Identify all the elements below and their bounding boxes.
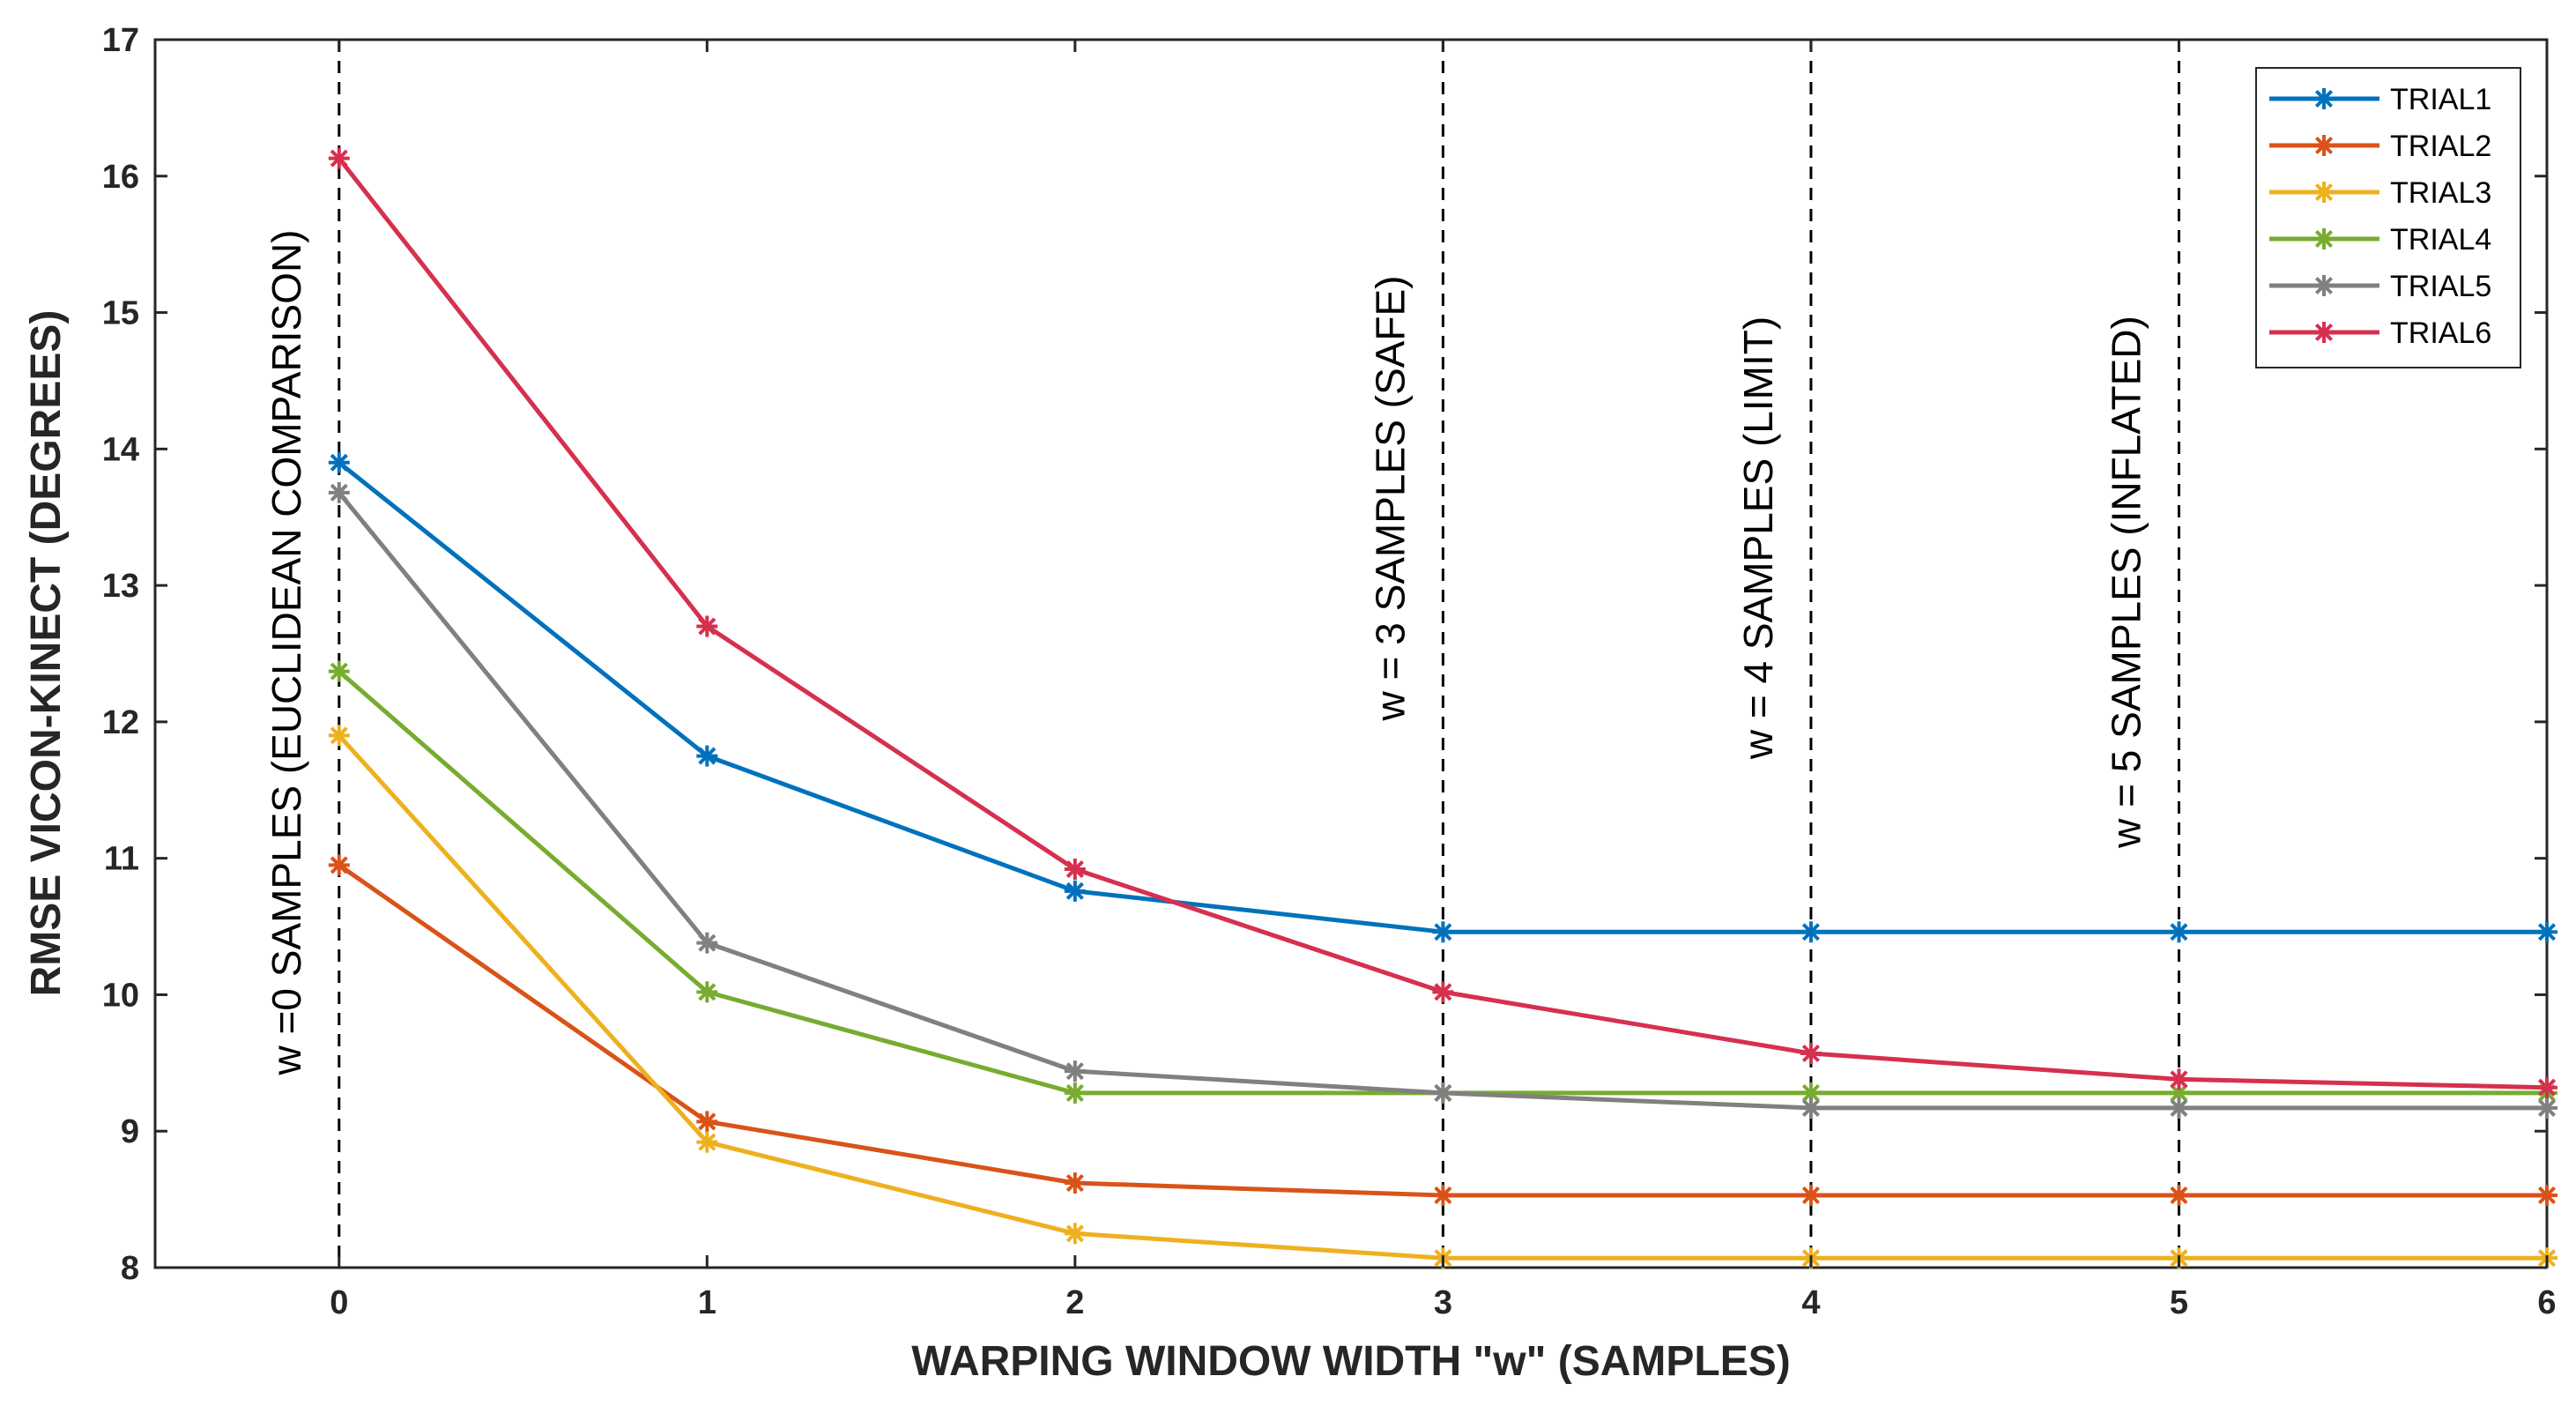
point-trial1-0 xyxy=(328,451,350,473)
legend-label-trial5: TRIAL5 xyxy=(2390,270,2491,303)
legend: TRIAL1 TRIAL2 TRIAL3 TRIAL4 TRIAL5 TRIAL6 xyxy=(2255,67,2521,368)
x-tick-label: 2 xyxy=(1065,1284,1084,1321)
point-trial4-0 xyxy=(328,660,350,682)
point-trial5-2 xyxy=(1064,1060,1086,1082)
point-trial2-0 xyxy=(328,854,350,876)
legend-label-trial2: TRIAL2 xyxy=(2390,130,2491,163)
y-tick-label: 12 xyxy=(102,704,139,741)
point-trial6-5 xyxy=(2168,1068,2190,1090)
point-trial2-5 xyxy=(2168,1184,2190,1206)
legend-label-trial6: TRIAL6 xyxy=(2390,316,2491,350)
y-tick-label: 16 xyxy=(102,159,139,196)
point-trial2-4 xyxy=(1800,1184,1822,1206)
y-tick-label: 8 xyxy=(121,1250,139,1287)
y-tick-label: 10 xyxy=(102,977,139,1014)
point-trial6-2 xyxy=(1064,859,1086,881)
plot-area xyxy=(153,38,2549,1269)
legend-marker-trial6 xyxy=(2313,322,2335,343)
point-trial5-0 xyxy=(328,481,350,503)
point-trial6-6 xyxy=(2536,1076,2557,1098)
x-tick-label: 3 xyxy=(1434,1284,1452,1321)
annotation-layer: w =0 SAMPLES (EUCLIDEAN COMPARISON) w = 3… xyxy=(264,230,2149,1076)
point-trial1-2 xyxy=(1064,880,1086,902)
legend-marker-trial2 xyxy=(2313,135,2335,156)
y-tick-label: 11 xyxy=(104,841,139,878)
point-trial1-6 xyxy=(2536,921,2557,943)
annotation-w0: w =0 SAMPLES (EUCLIDEAN COMPARISON) xyxy=(264,230,309,1076)
point-trial4-1 xyxy=(696,981,718,1003)
point-trial6-1 xyxy=(696,615,718,637)
x-tick-label: 4 xyxy=(1801,1284,1820,1321)
annotation-w3: w = 3 SAMPLES (SAFE) xyxy=(1367,276,1413,722)
annotation-w4: w = 4 SAMPLES (LIMIT) xyxy=(1735,316,1781,760)
legend-marker-trial4 xyxy=(2313,228,2335,249)
y-tick-label: 9 xyxy=(121,1113,139,1150)
x-tick-label: 6 xyxy=(2537,1284,2556,1321)
point-trial1-5 xyxy=(2168,921,2190,943)
legend-marker-trial5 xyxy=(2313,275,2335,296)
point-trial5-4 xyxy=(1800,1097,1822,1119)
legend-marker-trial1 xyxy=(2313,88,2335,109)
legend-label-trial3: TRIAL3 xyxy=(2390,176,2491,210)
point-trial2-2 xyxy=(1064,1172,1086,1194)
legend-label-trial1: TRIAL1 xyxy=(2390,83,2491,116)
point-trial6-0 xyxy=(328,147,350,169)
point-trial5-1 xyxy=(696,932,718,954)
point-trial1-3 xyxy=(1432,921,1454,943)
point-trial3-1 xyxy=(696,1131,718,1153)
y-axis-title: RMSE VICON-KINECT (DEGREES) xyxy=(23,310,70,997)
legend-label-trial4: TRIAL4 xyxy=(2390,223,2491,257)
x-axis-title: WARPING WINDOW WIDTH "w" (SAMPLES) xyxy=(911,1338,1790,1385)
point-trial4-2 xyxy=(1064,1082,1086,1104)
point-trial2-1 xyxy=(696,1111,718,1133)
y-tick-label: 14 xyxy=(102,431,139,468)
y-tick-label: 17 xyxy=(102,22,139,59)
x-tick-label: 5 xyxy=(2170,1284,2188,1321)
point-trial5-3 xyxy=(1432,1082,1454,1104)
point-trial3-0 xyxy=(328,725,350,747)
legend-box xyxy=(2255,67,2521,368)
point-trial6-4 xyxy=(1800,1042,1822,1064)
point-trial1-4 xyxy=(1800,921,1822,943)
point-trial2-3 xyxy=(1432,1184,1454,1206)
point-trial5-5 xyxy=(2168,1097,2190,1119)
x-tick-label: 0 xyxy=(330,1284,348,1321)
point-trial6-3 xyxy=(1432,981,1454,1003)
x-tick-label: 1 xyxy=(698,1284,716,1321)
y-tick-label: 13 xyxy=(102,568,139,605)
point-trial5-6 xyxy=(2536,1097,2557,1119)
annotation-w5: w = 5 SAMPLES (INFLATED) xyxy=(2103,316,2149,849)
point-trial1-1 xyxy=(696,745,718,767)
point-trial3-2 xyxy=(1064,1223,1086,1245)
point-trial2-6 xyxy=(2536,1184,2557,1206)
legend-marker-trial3 xyxy=(2313,182,2335,203)
y-tick-label: 15 xyxy=(102,295,139,332)
